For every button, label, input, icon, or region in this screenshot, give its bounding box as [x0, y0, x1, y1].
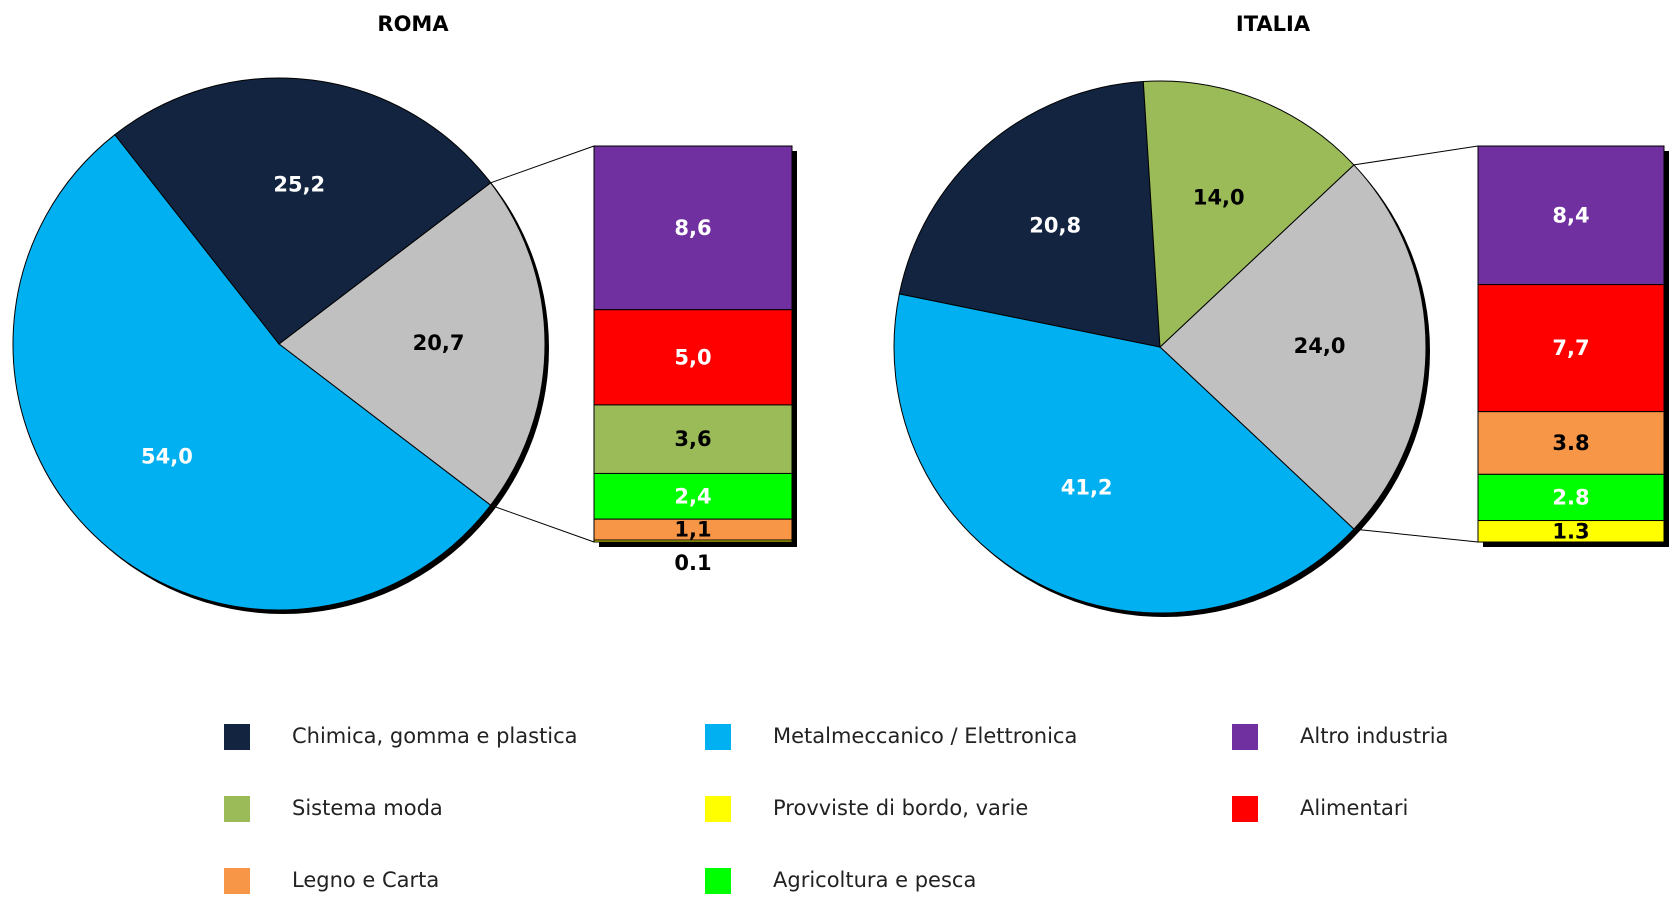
bar-segment [1477, 473, 1665, 522]
bar-segment [1477, 411, 1665, 475]
segment-label: 7,7 [1552, 336, 1589, 360]
legend-label: Chimica, gomma e plastica [292, 724, 578, 748]
pie-slice [12, 133, 492, 611]
legend-swatch [224, 868, 250, 894]
legend-swatch [1232, 724, 1258, 750]
connector [490, 145, 595, 184]
legend-label: Provviste di bordo, varie [773, 796, 1028, 820]
legend-label: Agricoltura e pesca [773, 868, 976, 892]
bar-segment [1477, 284, 1665, 413]
segment-label: 3.8 [1552, 431, 1589, 455]
bar-segment [1477, 520, 1665, 543]
legend-label: Alimentari [1300, 796, 1408, 820]
connector [490, 504, 595, 543]
bar-segment [1477, 145, 1665, 286]
segment-label: 1.3 [1552, 519, 1589, 543]
segment-label: 1,1 [674, 518, 711, 542]
bar-segment [593, 309, 793, 406]
slice-label: 24,0 [1294, 334, 1346, 358]
segment-label: 8,6 [674, 216, 711, 240]
segment-label: 2.8 [1552, 485, 1589, 509]
legend-swatch [1232, 796, 1258, 822]
slice-label: 25,2 [273, 173, 325, 197]
connector [1353, 528, 1479, 543]
pie-slice [114, 77, 492, 345]
slice-label: 54,0 [141, 445, 193, 469]
slice-label: 41,2 [1061, 476, 1113, 500]
legend-swatch [705, 868, 731, 894]
pie-slice [278, 182, 546, 506]
connector [1353, 145, 1479, 166]
legend-swatch [224, 724, 250, 750]
pie-slice [1159, 164, 1427, 530]
legend-label: Sistema moda [292, 796, 443, 820]
bar-segment [593, 539, 793, 543]
segment-label: 8,4 [1552, 203, 1589, 227]
segment-label: 5,0 [674, 345, 711, 369]
slice-label: 20,8 [1029, 214, 1081, 238]
legend-swatch [224, 796, 250, 822]
chart-title: ITALIA [1236, 12, 1311, 36]
legend-label: Legno e Carta [292, 868, 439, 892]
bar-segment [593, 472, 793, 520]
bar-segment [593, 404, 793, 474]
pie-slice [893, 293, 1355, 614]
pie-slice [898, 80, 1161, 348]
legend-swatch [705, 724, 731, 750]
chart-title: ROMA [377, 12, 449, 36]
bar-segment [593, 145, 793, 311]
segment-label: 2,4 [674, 484, 711, 508]
legend-label: Altro industria [1300, 724, 1448, 748]
legend-label: Metalmeccanico / Elettronica [773, 724, 1077, 748]
segment-label: 3,6 [674, 427, 711, 451]
segment-label: 0.1 [674, 551, 711, 575]
slice-label: 20,7 [413, 331, 465, 355]
slice-label: 14,0 [1193, 186, 1245, 210]
pie-slice [1142, 80, 1355, 349]
legend-swatch [705, 796, 731, 822]
